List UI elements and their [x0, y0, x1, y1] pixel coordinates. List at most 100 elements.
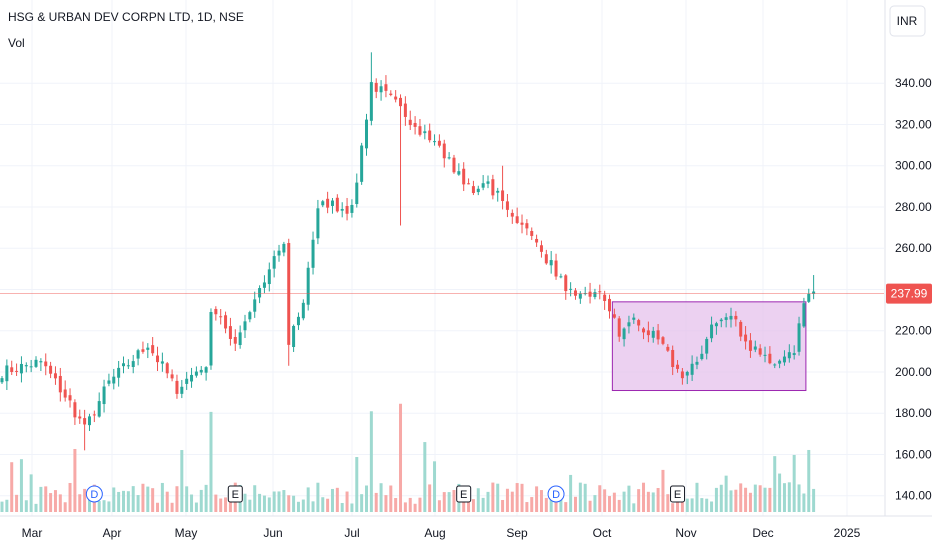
volume-bar [204, 484, 208, 512]
candle-body [481, 183, 485, 188]
last-price-label: 237.99 [891, 287, 928, 301]
candle-body [467, 183, 471, 185]
price-axis[interactable]: 140.00160.00180.00200.00220.00240.00260.… [884, 0, 932, 516]
volume-bar [423, 442, 427, 512]
time-tick-label: Jun [263, 526, 282, 540]
volume-bar [637, 489, 641, 512]
volume-bar [68, 482, 72, 512]
volume-bar [486, 491, 490, 512]
volume-bar [656, 488, 660, 512]
candle-body [160, 361, 164, 364]
volume-bar [496, 483, 500, 512]
volume-bar [321, 497, 325, 512]
volume-bar [807, 449, 811, 512]
candle-body [671, 349, 675, 368]
candle-body [326, 198, 330, 208]
volume-indicator-label: Vol [8, 36, 25, 50]
volume-bar [399, 403, 403, 512]
volume-bar [666, 494, 670, 512]
volume-bar [136, 495, 140, 512]
event-label: D [552, 489, 560, 501]
volume-bar [739, 483, 743, 512]
candle-body [185, 378, 189, 384]
volume-bar [10, 462, 14, 512]
candle-body [510, 212, 514, 217]
candle-body [141, 349, 145, 352]
volume-bar [185, 486, 189, 512]
candle-body [520, 222, 524, 225]
volume-bar [316, 482, 320, 512]
candle-body [296, 316, 300, 326]
time-axis[interactable]: Mar Apr May Jun Jul Aug Sep Oct Nov Dec 2025 [0, 515, 932, 540]
candle-body [544, 254, 548, 264]
candle-body [277, 250, 281, 256]
candle-body [199, 369, 203, 373]
volume-bar [632, 503, 636, 512]
earnings-event-marker[interactable]: E [227, 485, 243, 503]
candle-body [646, 330, 650, 336]
price-tick-label: 340.00 [895, 76, 932, 90]
candle-body [360, 145, 364, 182]
volume-bar [428, 484, 432, 512]
volume-bar [267, 497, 271, 512]
candle-body [549, 260, 553, 266]
volume-bar [549, 491, 553, 512]
volume-bar [744, 487, 748, 512]
candle-body [369, 82, 373, 121]
candle-body [330, 200, 334, 206]
candle-body [773, 364, 777, 366]
candle-body [29, 366, 33, 368]
time-tick-label: Jul [344, 526, 359, 540]
candle-body [535, 238, 539, 243]
candle-body [797, 323, 801, 352]
last-price-badge[interactable] [886, 283, 932, 304]
volume-bar [5, 499, 9, 512]
candle-body [433, 141, 437, 143]
candle-body [5, 365, 9, 382]
currency-button[interactable]: INR [889, 5, 926, 37]
grid [0, 0, 884, 516]
candle-body [243, 321, 247, 331]
earnings-event-marker[interactable]: E [456, 485, 472, 503]
time-tick-label: Oct [593, 526, 612, 540]
volume-bar [476, 488, 480, 512]
volume-bar [326, 498, 330, 512]
candle-body [734, 315, 738, 320]
consolidation-range-box[interactable] [611, 301, 807, 392]
candle-body [710, 324, 714, 339]
time-tick-label: Mar [22, 526, 43, 540]
volume-bar [311, 501, 315, 512]
volume-bar [350, 503, 354, 512]
volume-bar [190, 494, 194, 512]
volume-bar [0, 501, 4, 512]
volume-bar [296, 501, 300, 512]
candle-body [228, 326, 232, 339]
candle-body [729, 315, 733, 320]
candle-body [564, 275, 568, 292]
dividend-event-marker[interactable]: D [547, 485, 565, 503]
volume-bar [214, 494, 218, 512]
volume-bar [389, 485, 393, 512]
candle-body [68, 395, 72, 401]
volume-bar [63, 502, 67, 512]
volume-bar [510, 491, 514, 512]
volume-bar [792, 454, 796, 512]
candle-body [413, 122, 417, 127]
candle-body [316, 208, 320, 239]
volume-bar [29, 474, 33, 512]
volume-bar [199, 489, 203, 512]
earnings-event-marker[interactable]: E [670, 485, 686, 503]
candle-body [603, 294, 607, 301]
volume-bar [151, 488, 155, 512]
candle-body [554, 260, 558, 277]
volume-bar [345, 491, 349, 512]
event-label: E [460, 489, 467, 501]
volume-bar [292, 495, 296, 512]
candle-body [15, 370, 19, 372]
candle-body [399, 97, 403, 107]
candle-body [24, 365, 28, 367]
candle-body [782, 356, 786, 363]
dividend-event-marker[interactable]: D [85, 485, 103, 503]
